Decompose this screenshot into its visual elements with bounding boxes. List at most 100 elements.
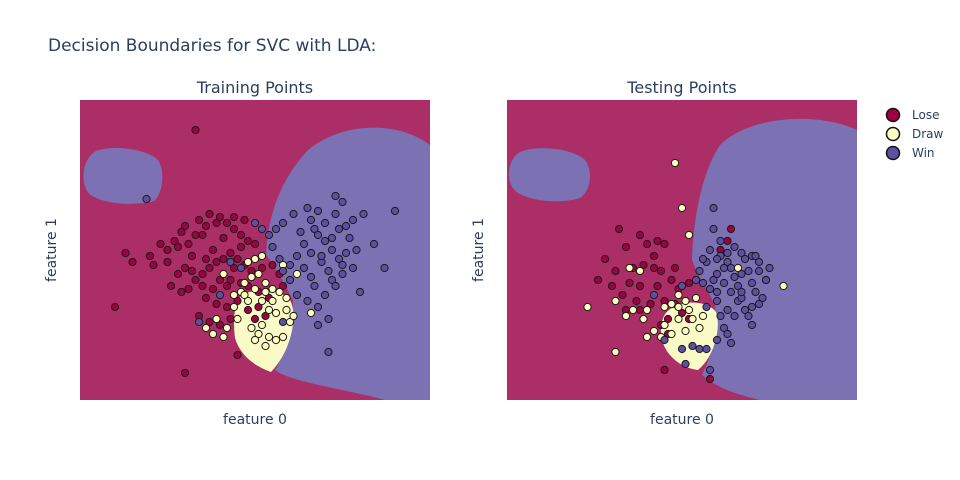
training-points [110, 125, 400, 378]
point-draw [670, 158, 680, 168]
point-lose [208, 245, 218, 255]
point-draw [271, 335, 281, 345]
point-win [306, 272, 316, 282]
point-lose [173, 269, 183, 279]
point-lose [656, 266, 666, 276]
point-draw [660, 302, 669, 312]
point-draw [667, 299, 676, 309]
point-lose [723, 236, 732, 246]
point-win [688, 341, 697, 351]
point-draw [268, 296, 277, 306]
point-draw [306, 308, 316, 318]
point-draw [625, 263, 634, 273]
point-win [744, 266, 753, 276]
point-win [726, 338, 736, 348]
point-win [747, 320, 757, 330]
point-lose [170, 236, 179, 246]
point-win [194, 317, 204, 327]
point-win [250, 218, 260, 228]
point-win [285, 260, 295, 270]
testing-panel: Testing Points feature 0 feature 1 [471, 78, 857, 428]
point-win [313, 230, 323, 240]
testing-subtitle: Testing Points [626, 78, 736, 97]
point-win [236, 263, 246, 273]
point-lose [236, 242, 246, 252]
point-draw [779, 281, 788, 291]
point-lose [187, 266, 197, 276]
point-win [754, 299, 764, 309]
point-win [702, 344, 711, 354]
legend-item-draw[interactable]: Draw [885, 126, 944, 142]
point-win [310, 224, 319, 234]
training-plot-area [80, 100, 430, 400]
legend-label-lose: Lose [912, 108, 939, 122]
point-lose [191, 125, 200, 135]
point-lose [121, 248, 130, 258]
point-lose [635, 281, 645, 291]
point-draw [691, 293, 701, 303]
point-win [320, 236, 330, 246]
point-draw [282, 305, 291, 315]
legend-item-lose[interactable]: Lose [885, 107, 940, 123]
point-win [338, 269, 347, 279]
point-lose [191, 275, 200, 285]
point-win [345, 233, 354, 243]
point-draw [254, 329, 263, 339]
point-win [709, 224, 718, 234]
point-win [313, 320, 323, 330]
point-lose [201, 293, 211, 303]
point-lose [201, 254, 211, 264]
point-win [380, 263, 389, 273]
testing-xlabel: feature 0 [650, 412, 714, 428]
point-win [331, 191, 340, 201]
point-lose [660, 239, 669, 249]
point-draw [635, 266, 645, 276]
point-lose [240, 215, 249, 225]
point-draw [271, 308, 281, 318]
point-lose [611, 266, 620, 276]
point-lose [600, 254, 610, 264]
point-win [352, 245, 361, 255]
point-win [737, 287, 746, 297]
point-lose [607, 281, 617, 291]
point-win [313, 206, 323, 216]
training-xlabel: feature 0 [223, 412, 287, 428]
point-win [698, 254, 708, 264]
point-win [142, 194, 151, 204]
point-draw [219, 269, 228, 279]
point-win [726, 263, 736, 273]
point-win [359, 209, 368, 219]
point-win [390, 206, 400, 216]
point-draw [667, 329, 676, 339]
win-region-main [692, 118, 857, 400]
point-win [317, 251, 326, 261]
point-lose [243, 236, 253, 246]
point-win [691, 275, 701, 285]
point-lose [194, 215, 204, 225]
point-draw [254, 269, 263, 279]
training-panel: Training Points feature 0 feature 1 [44, 78, 430, 428]
point-lose [156, 239, 165, 249]
point-win [310, 281, 319, 291]
point-win [299, 239, 309, 249]
point-draw [229, 290, 239, 300]
point-win [726, 287, 736, 297]
point-win [369, 239, 379, 249]
point-lose [226, 248, 235, 258]
point-win [719, 263, 729, 273]
point-lose [254, 302, 263, 312]
point-lose [180, 221, 190, 231]
point-win [723, 305, 732, 315]
point-win [709, 203, 718, 213]
point-lose [187, 251, 197, 261]
point-lose [726, 224, 736, 234]
point-draw [264, 305, 274, 315]
testing-plot-area [507, 100, 857, 400]
legend-item-win[interactable]: Win [885, 145, 935, 161]
point-win [313, 302, 323, 312]
point-win [292, 290, 302, 300]
point-win [740, 254, 750, 264]
point-win [285, 275, 295, 285]
point-win [348, 263, 358, 273]
point-win [264, 230, 274, 240]
